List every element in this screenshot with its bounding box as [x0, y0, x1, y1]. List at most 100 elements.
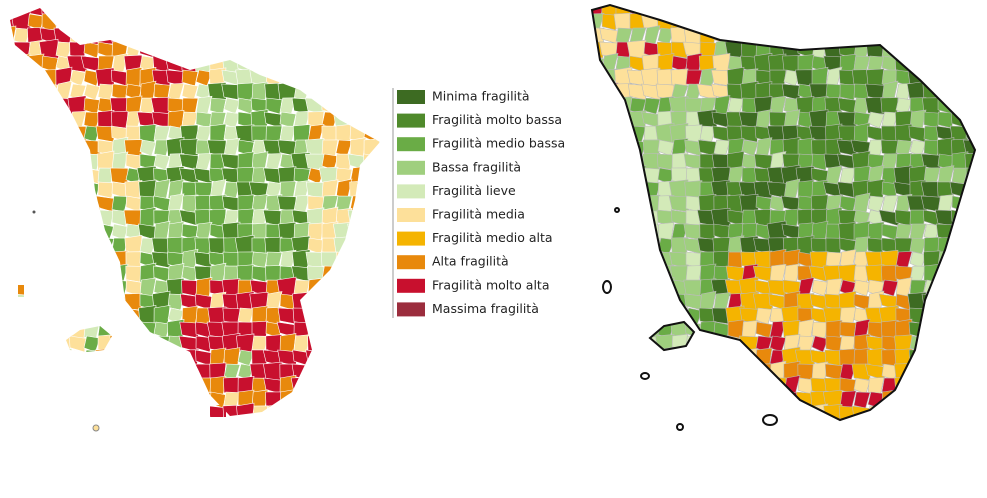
municipality [629, 307, 647, 325]
municipality [69, 27, 87, 45]
municipality [41, 264, 59, 283]
municipality [739, 193, 759, 213]
municipality [713, 363, 731, 381]
municipality [13, 265, 31, 283]
municipality [629, 181, 647, 199]
municipality [727, 319, 745, 339]
municipality [335, 405, 353, 417]
municipality [838, 222, 857, 241]
municipality [881, 419, 899, 420]
municipality [67, 420, 87, 436]
municipality [908, 25, 927, 45]
municipality [712, 348, 731, 367]
municipality [69, 249, 87, 269]
municipality [223, 97, 241, 115]
municipality [265, 125, 283, 143]
municipality [612, 292, 634, 311]
municipality [307, 307, 325, 325]
municipality [307, 55, 325, 73]
municipality [194, 38, 213, 60]
municipality [335, 69, 353, 87]
municipality [334, 293, 353, 311]
municipality [964, 363, 975, 381]
municipality [629, 348, 647, 367]
municipality [937, 10, 955, 31]
municipality [839, 53, 857, 73]
municipality [811, 335, 829, 353]
municipality [27, 139, 45, 157]
municipality [349, 251, 367, 269]
municipality [937, 165, 955, 185]
municipality [769, 95, 787, 115]
municipality [193, 418, 212, 436]
municipality [923, 13, 941, 31]
municipality [55, 375, 73, 395]
municipality [69, 375, 87, 395]
municipality [713, 405, 731, 420]
municipality [601, 153, 619, 171]
municipality [592, 237, 605, 255]
municipality [363, 167, 380, 185]
municipality [307, 377, 325, 395]
municipality [377, 164, 380, 186]
municipality [962, 375, 975, 395]
municipality [335, 123, 353, 143]
municipality [923, 360, 941, 382]
municipality [319, 405, 339, 417]
municipality [923, 307, 941, 325]
municipality [308, 420, 324, 436]
municipality [153, 41, 171, 59]
municipality [965, 279, 975, 297]
municipality [195, 26, 213, 45]
municipality [824, 363, 843, 381]
municipality [349, 277, 367, 297]
municipality [123, 209, 143, 227]
municipality [362, 362, 380, 381]
municipality [839, 83, 857, 101]
municipality [684, 180, 703, 199]
municipality [853, 391, 871, 409]
municipality [25, 236, 45, 255]
municipality [713, 139, 731, 157]
municipality [167, 363, 185, 381]
municipality [125, 402, 143, 417]
municipality [68, 265, 87, 283]
municipality [592, 180, 605, 199]
municipality [936, 349, 955, 367]
municipality [795, 5, 815, 17]
municipality [124, 293, 143, 311]
municipality [348, 41, 367, 59]
municipality [124, 8, 143, 17]
municipality [334, 8, 353, 17]
municipality [615, 263, 633, 283]
municipality [321, 8, 339, 18]
municipality [81, 277, 101, 297]
municipality [348, 55, 367, 73]
municipality [97, 265, 115, 283]
municipality [825, 419, 843, 420]
municipality [699, 346, 717, 367]
municipality [195, 349, 213, 367]
municipality [69, 221, 87, 241]
municipality [592, 69, 606, 87]
municipality [10, 402, 17, 417]
legend-label: Fragilità medio bassa [432, 136, 565, 151]
municipality [592, 209, 605, 227]
municipality [96, 26, 115, 45]
municipality [592, 251, 605, 269]
municipality [320, 251, 339, 269]
municipality [81, 251, 101, 269]
municipality [601, 96, 619, 115]
municipality [685, 363, 703, 381]
municipality [592, 416, 606, 420]
municipality [810, 5, 829, 17]
municipality [110, 110, 129, 129]
municipality [167, 109, 185, 129]
municipality [881, 279, 899, 297]
municipality [592, 167, 605, 185]
municipality [375, 209, 380, 227]
municipality [629, 209, 647, 227]
municipality [601, 419, 619, 420]
municipality [601, 405, 619, 420]
municipality [307, 292, 325, 311]
